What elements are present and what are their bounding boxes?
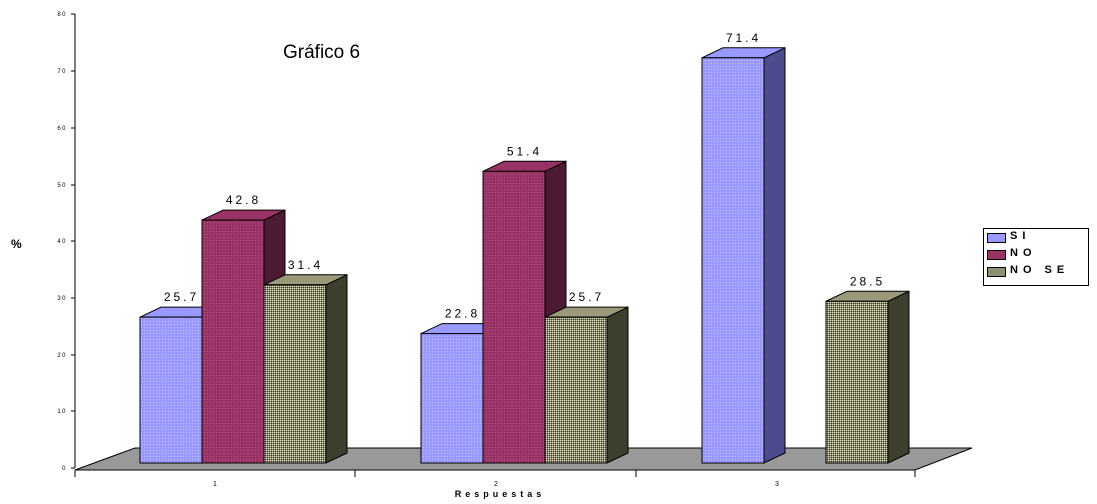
legend-item-no: NO xyxy=(984,247,1088,263)
y-tick-label: 0 xyxy=(62,466,67,472)
x-tick-label: 2 xyxy=(494,481,498,488)
x-axis-label: Respuestas xyxy=(455,489,546,499)
data-label: 71.4 xyxy=(726,31,761,45)
chart-title: Gráfico 6 xyxy=(283,42,360,63)
legend-item-si: SI xyxy=(984,230,1088,246)
bar-no-se-cat-1 xyxy=(263,274,348,464)
bar-front xyxy=(139,316,203,464)
bar-front xyxy=(263,284,327,464)
legend-label-si: SI xyxy=(1010,230,1031,242)
bar-front xyxy=(701,57,765,464)
bar-no-se-cat-3 xyxy=(825,290,910,464)
y-tick-label: 20 xyxy=(57,353,67,359)
y-axis-label: % xyxy=(11,237,22,251)
bar-side xyxy=(887,290,910,464)
y-tick-label: 10 xyxy=(57,409,67,415)
data-label: 51.4 xyxy=(507,144,542,158)
bar-front xyxy=(201,219,265,464)
y-tick-label: 70 xyxy=(57,69,67,75)
legend-swatch-si xyxy=(987,233,1006,243)
data-label: 42.8 xyxy=(226,193,261,207)
bar-front xyxy=(420,333,484,464)
data-label: 25.7 xyxy=(569,290,604,304)
legend-label-no: NO xyxy=(1010,247,1037,259)
data-label: 31.4 xyxy=(288,258,323,272)
legend-swatch-no xyxy=(987,250,1006,260)
bar-front xyxy=(825,300,889,464)
bar-front xyxy=(544,316,608,464)
bar-side xyxy=(325,274,348,464)
bar-side xyxy=(763,47,786,464)
bar-side xyxy=(606,306,629,464)
bar-si-cat-3 xyxy=(701,47,786,464)
data-label: 28.5 xyxy=(850,274,885,288)
data-label: 22.8 xyxy=(445,307,480,321)
legend-item-no-se: NO SE xyxy=(984,264,1088,280)
x-tick-label: 1 xyxy=(213,481,217,488)
y-tick-label: 30 xyxy=(57,296,67,302)
x-tick-label: 3 xyxy=(775,481,779,488)
y-tick-label: 80 xyxy=(57,12,67,18)
y-tick-label: 60 xyxy=(57,126,67,132)
y-tick-label: 50 xyxy=(57,183,67,189)
bar-front xyxy=(482,170,546,464)
data-label: 25.7 xyxy=(164,290,199,304)
legend-label-no-se: NO SE xyxy=(1010,264,1070,276)
y-tick-label: 40 xyxy=(57,239,67,245)
legend: SI NO NO SE xyxy=(983,228,1089,286)
bar-no-se-cat-2 xyxy=(544,306,629,464)
legend-swatch-no-se xyxy=(987,267,1006,277)
